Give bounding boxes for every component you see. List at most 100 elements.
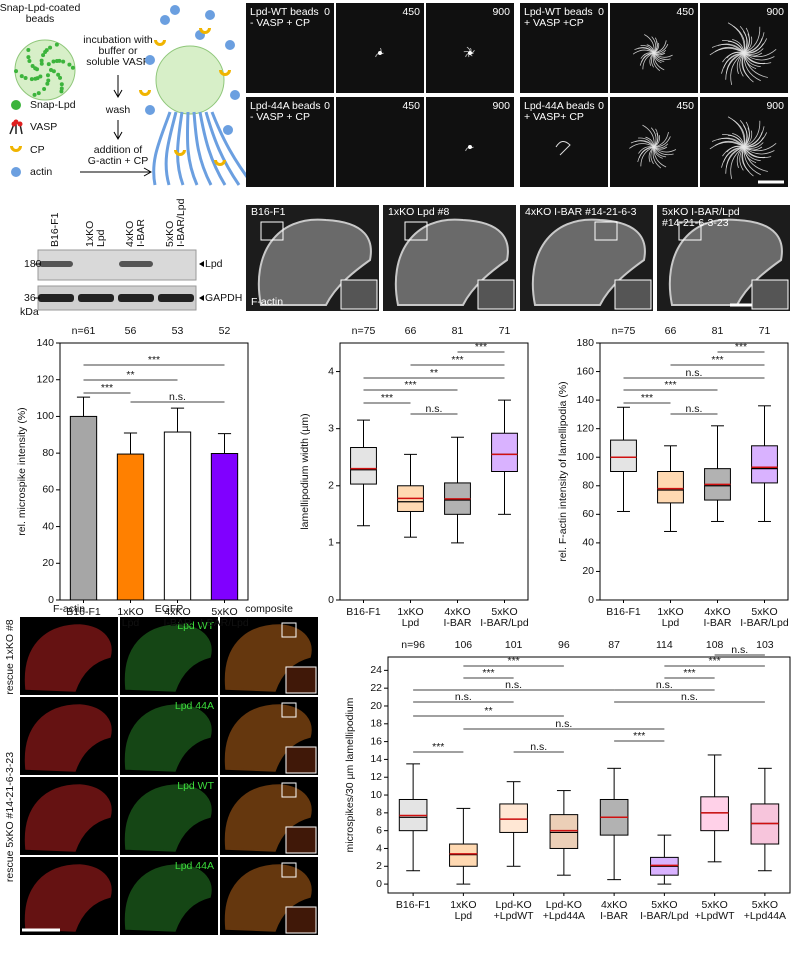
filament	[653, 146, 674, 156]
filament	[726, 145, 745, 153]
band	[158, 294, 194, 302]
filament	[185, 111, 199, 186]
box	[751, 445, 778, 484]
bead-dot	[59, 82, 64, 87]
plot-frame	[387, 656, 791, 894]
y-tick-label: 14	[370, 753, 382, 765]
y-tick-label: 10	[370, 789, 382, 801]
significance-label: n.s.	[505, 679, 522, 691]
timepoint-label: 900	[766, 6, 784, 18]
lane-label: B16-F1	[49, 212, 61, 247]
error-bar	[76, 396, 91, 417]
bead-dot	[59, 86, 64, 91]
band	[38, 294, 74, 302]
micrograph	[246, 97, 334, 187]
filament	[743, 146, 766, 158]
n-label: 66	[665, 325, 677, 337]
filament	[653, 132, 659, 148]
filament	[204, 111, 241, 186]
filament	[743, 43, 764, 54]
x-tick-label: I-BAR/Lpd	[480, 617, 529, 629]
x-tick-label: 4xKO	[444, 606, 470, 618]
micrograph	[120, 697, 218, 775]
cell	[24, 864, 112, 932]
filament	[642, 124, 655, 148]
actin	[145, 55, 155, 65]
significance-label: ***	[683, 667, 695, 679]
y-tick-label: 40	[582, 537, 594, 549]
n-label: n=75	[352, 325, 376, 337]
column-label: F-actin	[53, 603, 85, 615]
y-tick-label: 16	[370, 735, 382, 747]
filament	[743, 52, 761, 82]
micrograph	[426, 97, 514, 187]
bead-dot	[35, 67, 40, 72]
actin	[223, 125, 233, 135]
filament	[723, 146, 745, 162]
y-tick-label: 100	[36, 410, 54, 422]
band	[39, 261, 73, 267]
cell	[124, 784, 212, 852]
timepoint-label: 450	[402, 100, 420, 112]
legend-icon	[11, 100, 21, 110]
filament	[555, 141, 571, 156]
timepoint-label: 0	[598, 6, 604, 18]
significance-label: n.s.	[455, 691, 472, 703]
filament	[743, 146, 768, 172]
filament	[743, 120, 761, 148]
significance-label: n.s.	[169, 391, 186, 403]
bead-dot	[23, 76, 28, 81]
filament	[645, 136, 655, 148]
significance-label: ***	[735, 341, 747, 353]
inset-box	[281, 862, 297, 878]
filament	[653, 143, 669, 149]
cell-label: 4xKO I-BAR #14-21-6-3	[525, 206, 637, 218]
significance-label: ***	[664, 379, 676, 391]
inset-box	[594, 221, 618, 241]
lane-label: 4xKO	[124, 221, 136, 247]
bead-spot	[378, 51, 382, 55]
condition-label: Lpd-44A beads	[250, 100, 321, 112]
plot-frame	[59, 342, 249, 601]
step-label: incubation with	[83, 34, 153, 46]
inset	[285, 826, 317, 854]
x-tick-label: 4xKO	[601, 899, 627, 911]
micrograph	[426, 3, 514, 93]
n-label: 108	[706, 639, 724, 651]
inset-box	[404, 221, 428, 241]
n-label: 81	[712, 325, 724, 337]
bead-dot	[56, 72, 61, 77]
x-tick-label: 4xKO	[704, 606, 730, 618]
filament	[650, 146, 655, 165]
box	[499, 803, 528, 833]
significance-label: **	[430, 367, 438, 379]
filament	[733, 25, 746, 54]
filament	[632, 49, 655, 55]
filament	[653, 40, 658, 54]
box	[610, 439, 637, 473]
arrow	[113, 120, 123, 141]
filament	[638, 146, 655, 158]
bar	[210, 453, 239, 601]
significance-label: **	[484, 705, 492, 717]
legend-label: Snap-Lpd	[30, 99, 76, 111]
bead-dot	[19, 74, 24, 79]
x-tick-label: I-BAR	[703, 617, 731, 629]
filament	[741, 52, 750, 78]
error-bar	[170, 407, 185, 433]
y-tick-label: 40	[42, 520, 54, 532]
timepoint-label: 0	[324, 6, 330, 18]
filament	[644, 34, 655, 54]
significance-label: n.s.	[686, 367, 703, 379]
y-axis-label: lamellipodium width (µm)	[299, 413, 311, 529]
cp	[214, 160, 226, 166]
y-tick-label: 3	[328, 422, 334, 434]
bead-dot	[58, 75, 63, 80]
filament	[730, 52, 745, 85]
filament	[638, 47, 655, 54]
x-tick-label: +LpdWT	[494, 910, 535, 922]
significance-label: ***	[101, 382, 113, 394]
lane-label: 5xKO	[164, 221, 176, 247]
filament	[653, 52, 673, 58]
y-tick-label: 160	[576, 365, 594, 377]
